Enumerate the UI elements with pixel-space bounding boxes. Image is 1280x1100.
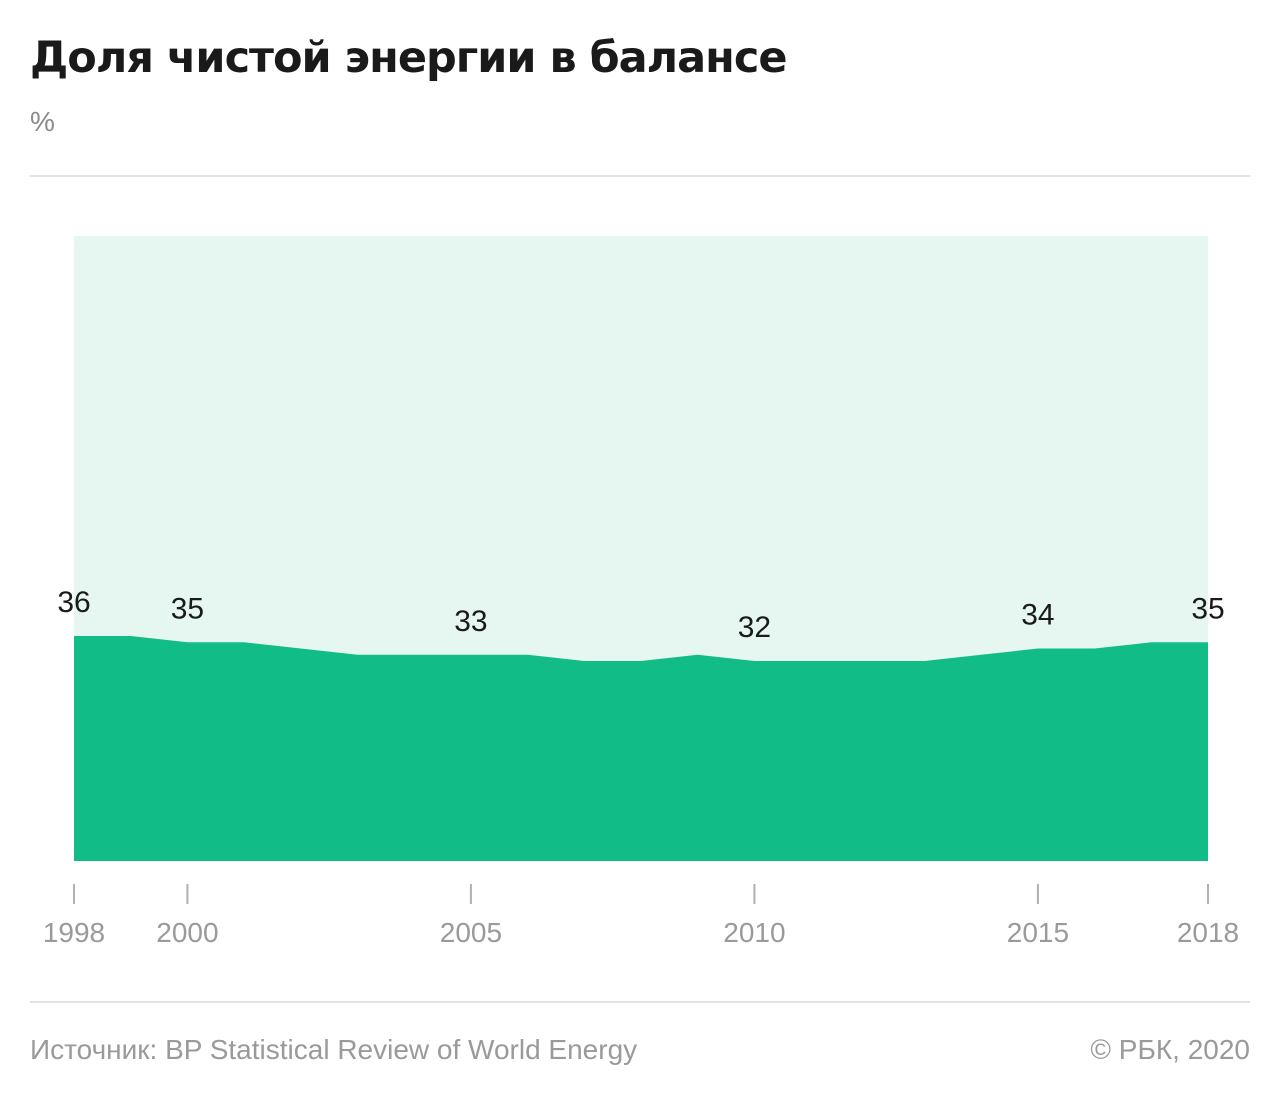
data-label-2005: 33 [454, 605, 487, 638]
data-label-1998: 36 [57, 586, 90, 619]
source-note: Источник: BP Statistical Review of World… [30, 1034, 638, 1065]
unit-label: % [30, 106, 55, 137]
data-label-2018: 35 [1191, 592, 1224, 625]
x-tick-label-1998: 1998 [43, 917, 105, 948]
x-tick-label-2005: 2005 [440, 917, 502, 948]
copyright-note: © РБК, 2020 [1090, 1034, 1250, 1065]
area-chart: 36 35 33 32 34 35 1998 2000 2005 2010 2015 2018 [43, 236, 1239, 948]
data-label-2010: 32 [738, 611, 771, 644]
x-tick-label-2000: 2000 [156, 917, 218, 948]
data-label-2015: 34 [1021, 599, 1054, 632]
chart-title: Доля чистой энергии в балансе [30, 33, 788, 83]
x-tick-label-2018: 2018 [1177, 917, 1239, 948]
x-tick-label-2015: 2015 [1007, 917, 1069, 948]
x-tick-label-2010: 2010 [723, 917, 785, 948]
series-area [74, 636, 1208, 861]
bottom-divider [30, 1001, 1250, 1003]
data-label-2000: 35 [171, 592, 204, 625]
top-divider [30, 175, 1250, 177]
